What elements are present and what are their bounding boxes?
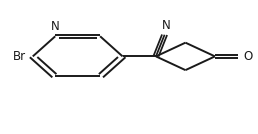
Text: N: N: [162, 19, 170, 32]
Text: N: N: [51, 20, 60, 33]
Text: Br: Br: [13, 50, 26, 63]
Text: O: O: [243, 50, 252, 63]
